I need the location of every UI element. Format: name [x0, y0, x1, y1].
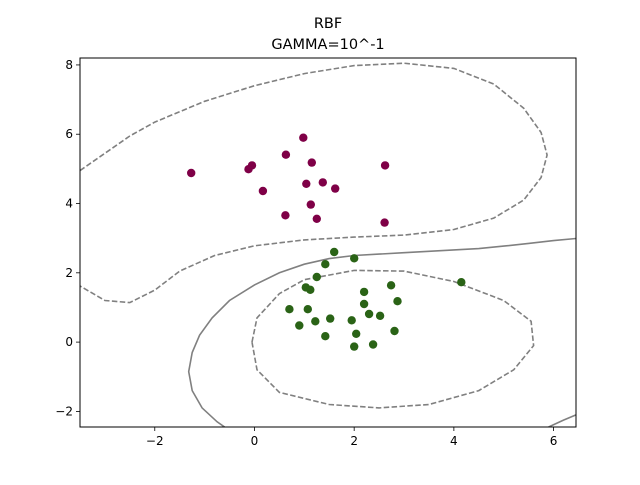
y-tick-label: 8 [65, 58, 73, 72]
point-class-1 [281, 150, 291, 159]
x-tick-label: 0 [251, 434, 259, 448]
point-class-2 [359, 287, 369, 297]
y-tick-label: 6 [65, 127, 73, 141]
data-points [187, 133, 466, 351]
point-class-2 [321, 260, 330, 269]
x-tick-label: −2 [146, 434, 164, 448]
x-tick-label: 4 [450, 434, 458, 448]
decision-boundary-1 [548, 414, 576, 427]
point-class-2 [285, 305, 294, 314]
point-class-1 [187, 168, 196, 178]
point-class-2 [326, 314, 335, 323]
point-class-1 [244, 165, 253, 174]
decision-contours [80, 62, 576, 427]
point-class-1 [318, 178, 327, 187]
x-tick-label: 2 [350, 434, 358, 448]
point-class-1 [307, 158, 316, 167]
point-class-1 [380, 161, 390, 170]
x-tick-label: 6 [550, 434, 558, 448]
point-class-2 [350, 254, 359, 263]
y-axis: −2 0 2 4 6 8 [55, 58, 80, 418]
point-class-2 [306, 285, 315, 294]
point-class-2 [303, 305, 312, 314]
point-class-2 [457, 278, 466, 287]
point-class-2 [352, 329, 361, 338]
point-class-2 [330, 247, 339, 257]
x-axis: −2 0 2 4 6 [146, 427, 557, 448]
point-class-1 [299, 133, 308, 142]
point-class-2 [368, 340, 378, 349]
point-class-2 [393, 297, 402, 306]
point-class-2 [311, 317, 320, 326]
point-class-2 [312, 272, 321, 282]
margin-contour-0 [80, 62, 548, 304]
y-tick-label: −2 [55, 404, 73, 418]
margin-contour-1 [251, 269, 535, 409]
point-class-1 [302, 179, 311, 188]
point-class-1 [380, 218, 389, 227]
chart-subtitle: GAMMA=10^-1 [271, 37, 384, 53]
point-class-1 [281, 211, 290, 220]
point-class-2 [350, 342, 359, 351]
y-tick-label: 2 [65, 266, 73, 280]
y-tick-label: 4 [65, 197, 73, 211]
chart-title: RBF [314, 16, 342, 32]
decision-boundary-0 [187, 237, 576, 427]
point-class-1 [306, 200, 315, 209]
plot-frame [79, 57, 577, 428]
point-class-2 [295, 321, 304, 330]
point-class-2 [347, 316, 356, 325]
point-class-2 [386, 281, 396, 290]
point-class-2 [375, 311, 385, 320]
point-class-2 [364, 309, 374, 319]
point-class-2 [321, 332, 330, 341]
point-class-1 [258, 186, 268, 196]
point-class-2 [359, 299, 369, 309]
y-tick-label: 0 [65, 335, 73, 349]
point-class-1 [331, 184, 340, 193]
point-class-1 [312, 214, 321, 223]
point-class-2 [390, 326, 399, 336]
